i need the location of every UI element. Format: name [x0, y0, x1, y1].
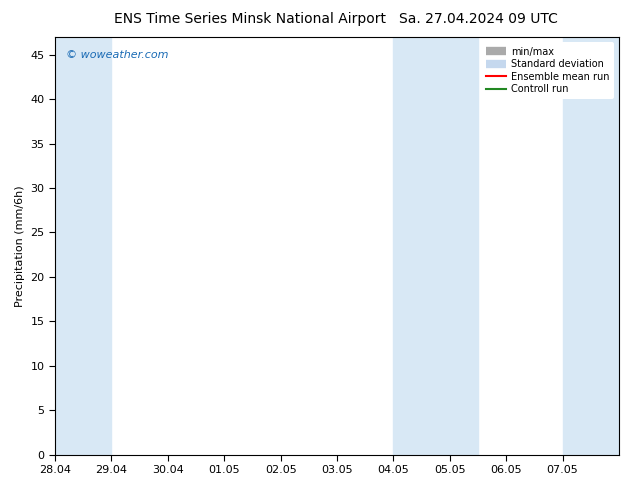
Bar [394, 37, 478, 455]
Text: © woweather.com: © woweather.com [67, 49, 169, 60]
Text: ENS Time Series Minsk National Airport: ENS Time Series Minsk National Airport [114, 12, 386, 26]
Text: Sa. 27.04.2024 09 UTC: Sa. 27.04.2024 09 UTC [399, 12, 559, 26]
Bar [562, 37, 619, 455]
Legend: min/max, Standard deviation, Ensemble mean run, Controll run: min/max, Standard deviation, Ensemble me… [482, 42, 614, 99]
Bar [55, 37, 112, 455]
Y-axis label: Precipitation (mm/6h): Precipitation (mm/6h) [15, 185, 25, 307]
